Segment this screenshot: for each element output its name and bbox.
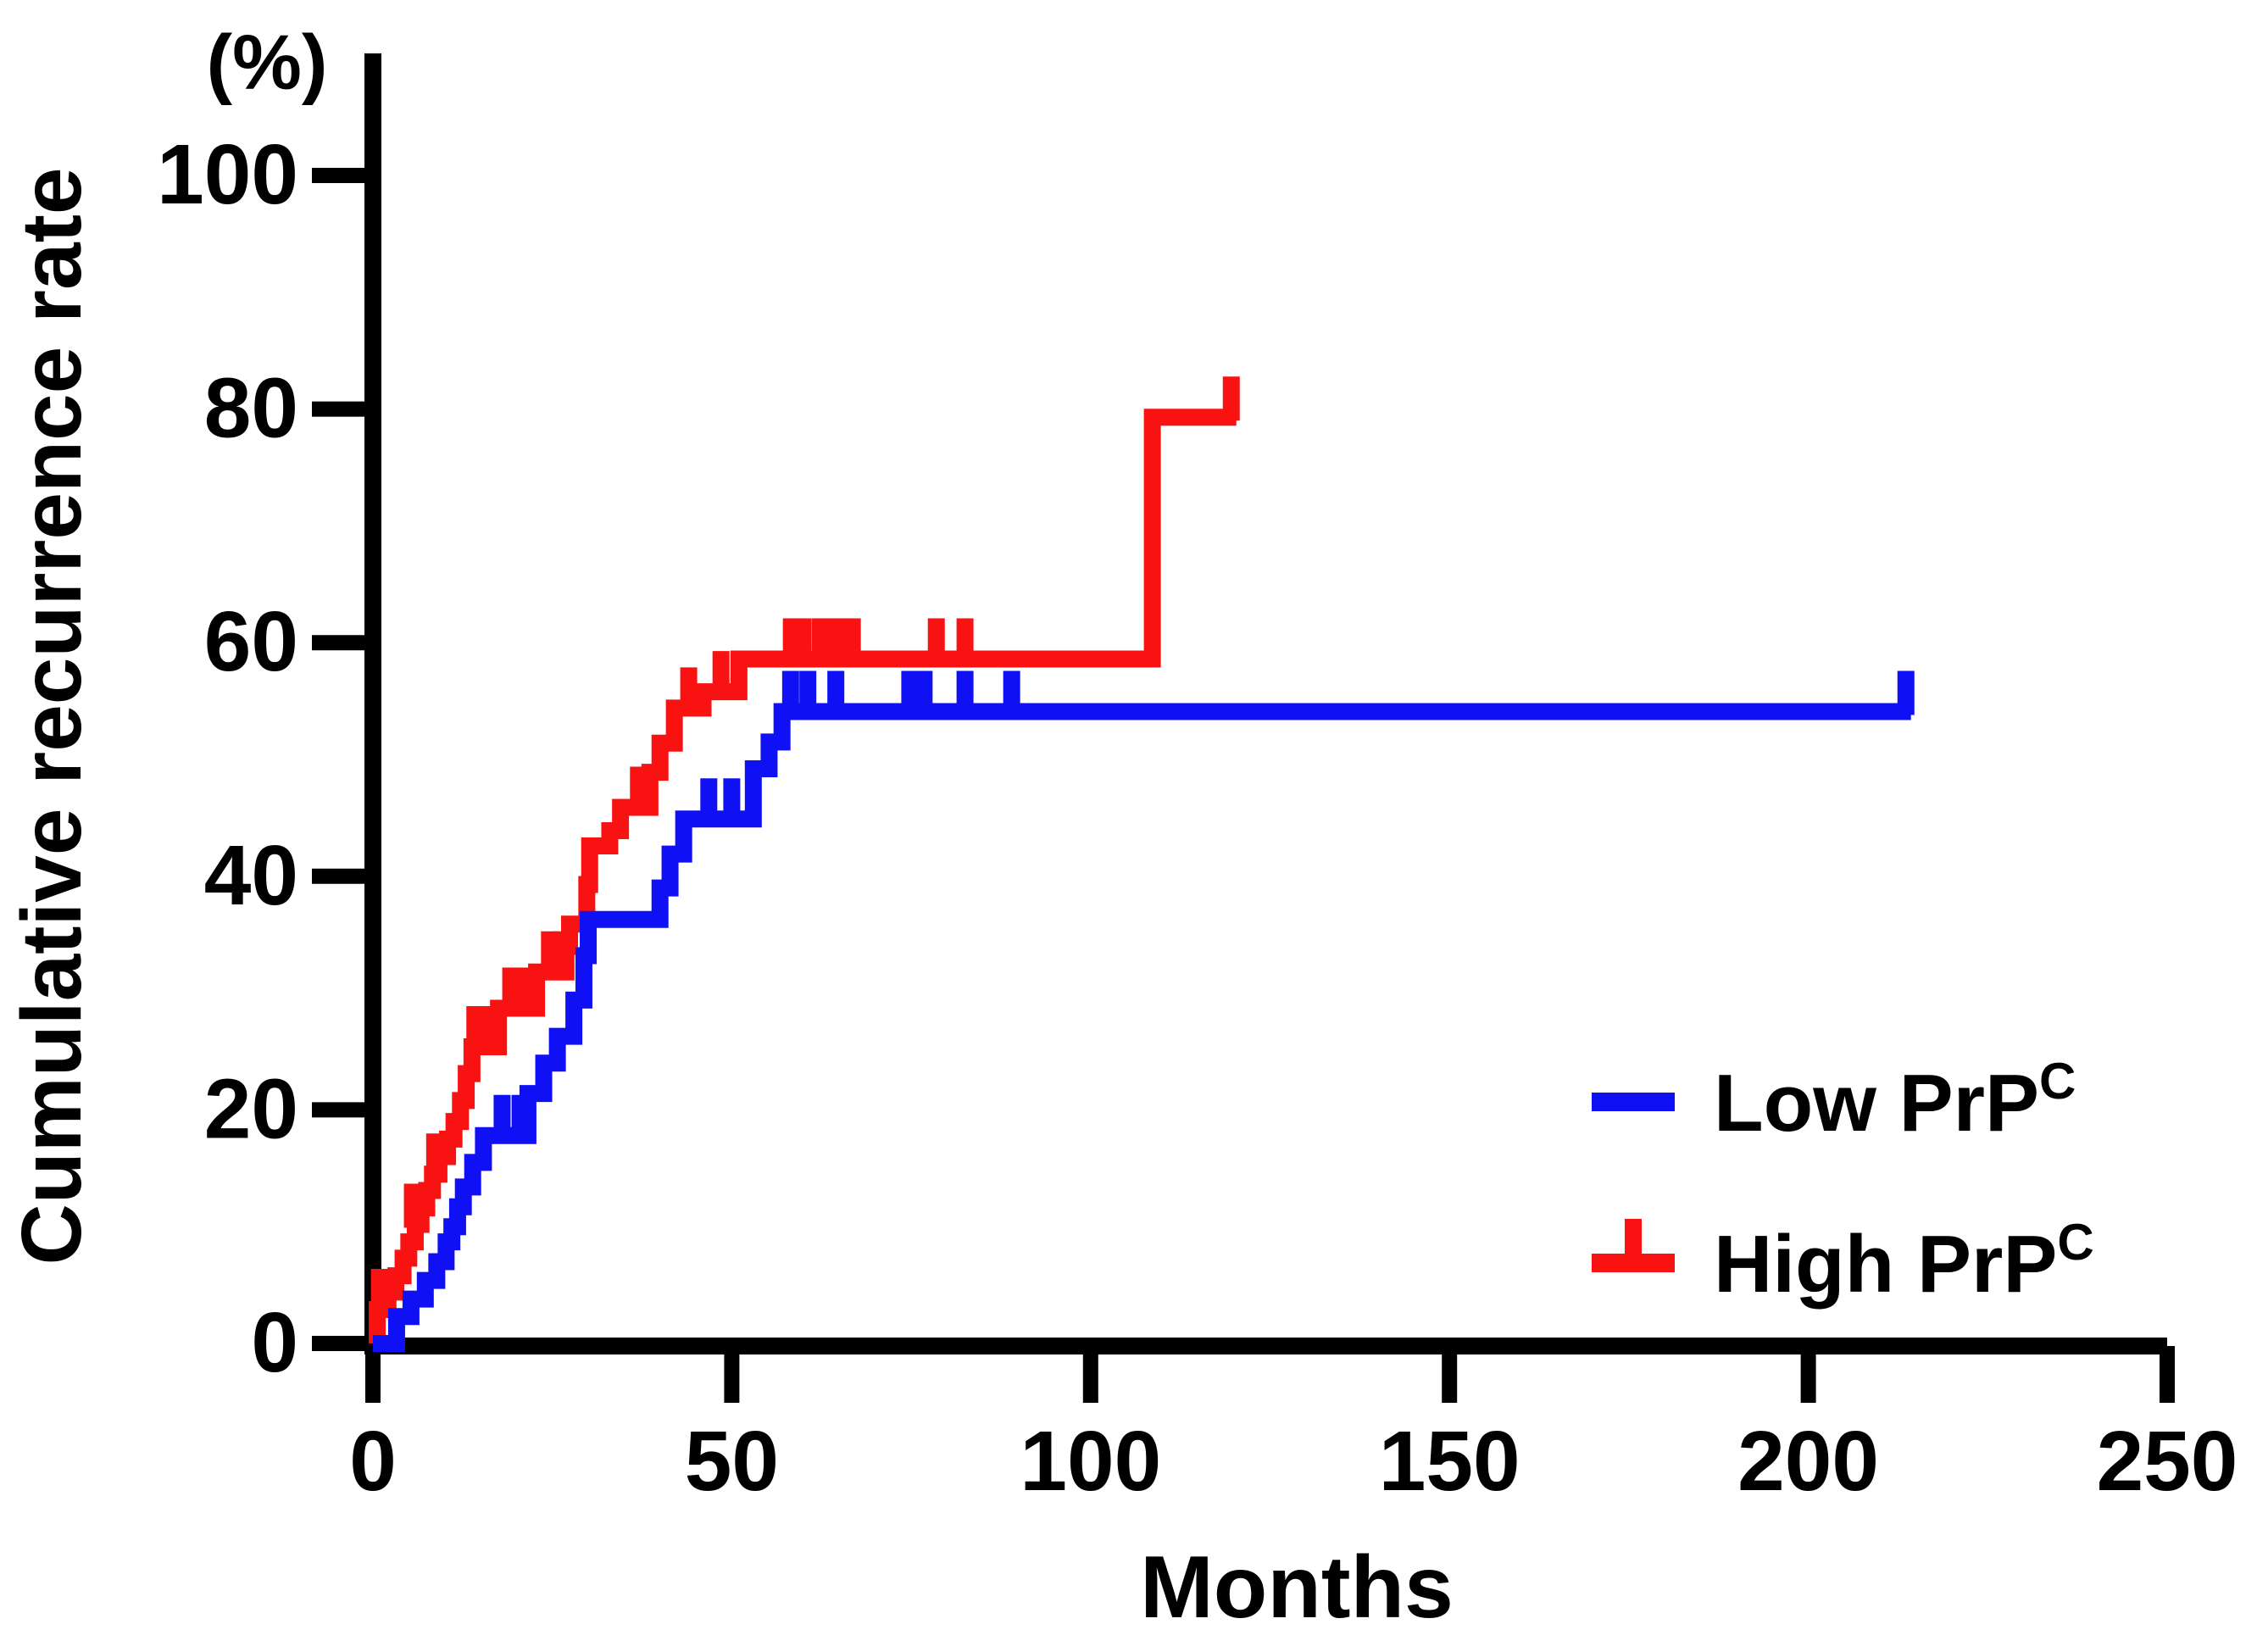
x-tick-label-0: 0 bbox=[349, 1414, 397, 1509]
low-prpc-series bbox=[373, 670, 1915, 1352]
x-tick-label-150: 150 bbox=[1379, 1414, 1520, 1509]
y-tick-label-40: 40 bbox=[204, 828, 298, 923]
y-tick-label-80: 80 bbox=[204, 361, 298, 456]
y-tick-label-0: 0 bbox=[251, 1295, 298, 1390]
survival-curves bbox=[369, 376, 1915, 1352]
y-tick-label-100: 100 bbox=[157, 127, 298, 222]
low-prpc-curve bbox=[373, 703, 1911, 1352]
high-prpc-curve bbox=[369, 409, 1237, 1352]
x-tick-label-50: 50 bbox=[685, 1414, 779, 1509]
y-axis-unit-label: (%) bbox=[206, 19, 327, 106]
x-tick-label-100: 100 bbox=[1020, 1414, 1161, 1509]
x-tick-label-250: 250 bbox=[2097, 1414, 2238, 1509]
y-tick-label-60: 60 bbox=[204, 594, 298, 689]
legend-item-low: Low PrPC bbox=[1592, 1053, 2076, 1149]
legend-label-high: High PrPC bbox=[1714, 1214, 2094, 1310]
x-tick-label-200: 200 bbox=[1737, 1414, 1879, 1509]
axes bbox=[312, 53, 2175, 1403]
x-axis-title: Months bbox=[1140, 1538, 1454, 1637]
y-tick-label-20: 20 bbox=[204, 1061, 298, 1156]
legend-item-high: High PrPC bbox=[1592, 1214, 2094, 1310]
legend-label-low: Low PrPC bbox=[1714, 1053, 2076, 1149]
y-axis-title: Cumulative recurrence rate bbox=[4, 167, 99, 1265]
legend: Low PrPC High PrPC bbox=[1592, 1053, 2094, 1310]
tick-labels: 0 50 100 150 200 250 0 20 40 60 80 100 bbox=[157, 127, 2238, 1509]
high-prpc-series bbox=[369, 376, 1240, 1352]
